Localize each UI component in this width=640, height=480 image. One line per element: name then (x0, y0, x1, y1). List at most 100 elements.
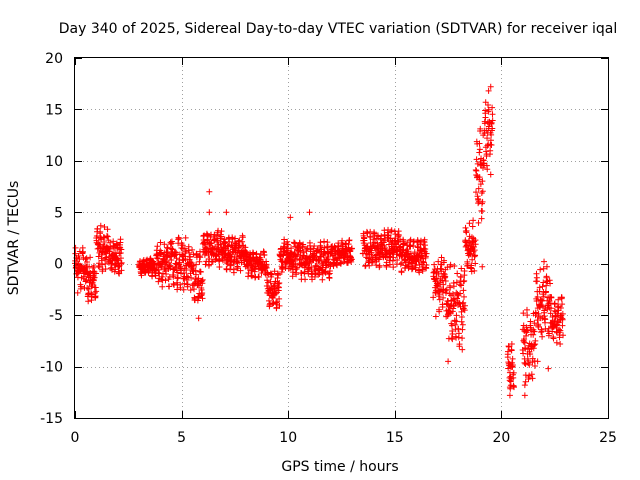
data-point (479, 178, 486, 185)
data-point (187, 253, 194, 260)
data-point (206, 209, 213, 216)
data-point (184, 281, 191, 288)
data-point (239, 234, 246, 241)
data-point (95, 262, 102, 269)
data-point (287, 214, 294, 221)
data-point (158, 263, 165, 270)
data-point (285, 241, 292, 248)
data-point (199, 295, 206, 302)
data-point (460, 278, 467, 285)
data-point (423, 250, 430, 257)
data-point (457, 290, 464, 297)
data-point (476, 149, 483, 156)
data-point (102, 266, 109, 273)
data-point (461, 302, 468, 309)
data-point (449, 331, 456, 338)
data-point (84, 259, 91, 266)
data-point (170, 271, 177, 278)
data-point (415, 250, 422, 257)
data-point (531, 320, 538, 327)
data-point (217, 241, 224, 248)
data-point (74, 289, 81, 296)
data-point (237, 267, 244, 274)
data-point (138, 272, 145, 279)
data-point (221, 236, 228, 243)
data-point (386, 261, 393, 268)
data-point (97, 228, 104, 235)
data-point (268, 271, 275, 278)
data-point (114, 256, 121, 263)
data-point (461, 277, 468, 284)
data-point (99, 261, 106, 268)
data-point (168, 238, 175, 245)
data-point (302, 276, 309, 283)
data-point (471, 267, 478, 274)
data-point (478, 215, 485, 222)
data-point (508, 347, 515, 354)
data-point (442, 273, 449, 280)
data-point (489, 111, 496, 118)
data-point (199, 276, 206, 283)
data-point (173, 249, 180, 256)
data-point (432, 313, 439, 320)
data-point (72, 244, 79, 251)
data-point (449, 336, 456, 343)
data-point (539, 333, 546, 340)
data-point (101, 234, 108, 241)
data-point (485, 101, 492, 108)
data-point (118, 260, 125, 267)
data-point (90, 277, 97, 284)
data-point (472, 241, 479, 248)
data-point (489, 117, 496, 124)
data-point (459, 321, 466, 328)
data-point (178, 267, 185, 274)
data-point (459, 346, 466, 353)
y-tick-label: 0 (54, 257, 63, 273)
data-point (239, 238, 246, 245)
data-point (521, 382, 528, 389)
data-point (473, 167, 480, 174)
data-point (540, 279, 547, 286)
data-point (548, 294, 555, 301)
data-point (436, 296, 443, 303)
data-point (292, 260, 299, 267)
data-point (374, 242, 381, 249)
data-point (218, 228, 225, 235)
data-point (445, 335, 452, 342)
data-point (271, 268, 278, 275)
data-point (373, 262, 380, 269)
data-point (76, 256, 83, 263)
data-point (388, 227, 395, 234)
data-point (476, 146, 483, 153)
data-point (520, 310, 527, 317)
data-point (458, 313, 465, 320)
data-point (463, 227, 470, 234)
data-point (155, 255, 162, 262)
data-point (505, 343, 512, 350)
data-point (232, 235, 239, 242)
data-point (536, 284, 543, 291)
data-point (543, 277, 550, 284)
data-point (547, 280, 554, 287)
data-point (436, 308, 443, 315)
chart-title: Day 340 of 2025, Sidereal Day-to-day VTE… (59, 21, 617, 37)
data-point (334, 262, 341, 269)
data-point (548, 305, 555, 312)
data-point (472, 252, 479, 259)
data-point (481, 120, 488, 127)
data-point (81, 273, 88, 280)
data-point (456, 341, 463, 348)
data-point (93, 288, 100, 295)
data-point (458, 265, 465, 272)
data-point (472, 260, 479, 267)
data-point (484, 166, 491, 173)
data-point (293, 265, 300, 272)
y-axis-label: SDTVAR / TECUs (6, 181, 22, 296)
data-point (477, 125, 484, 132)
data-point (545, 365, 552, 372)
data-point (155, 278, 162, 285)
data-point (445, 298, 452, 305)
data-point (211, 231, 218, 238)
data-point (409, 265, 416, 272)
data-point (315, 271, 322, 278)
